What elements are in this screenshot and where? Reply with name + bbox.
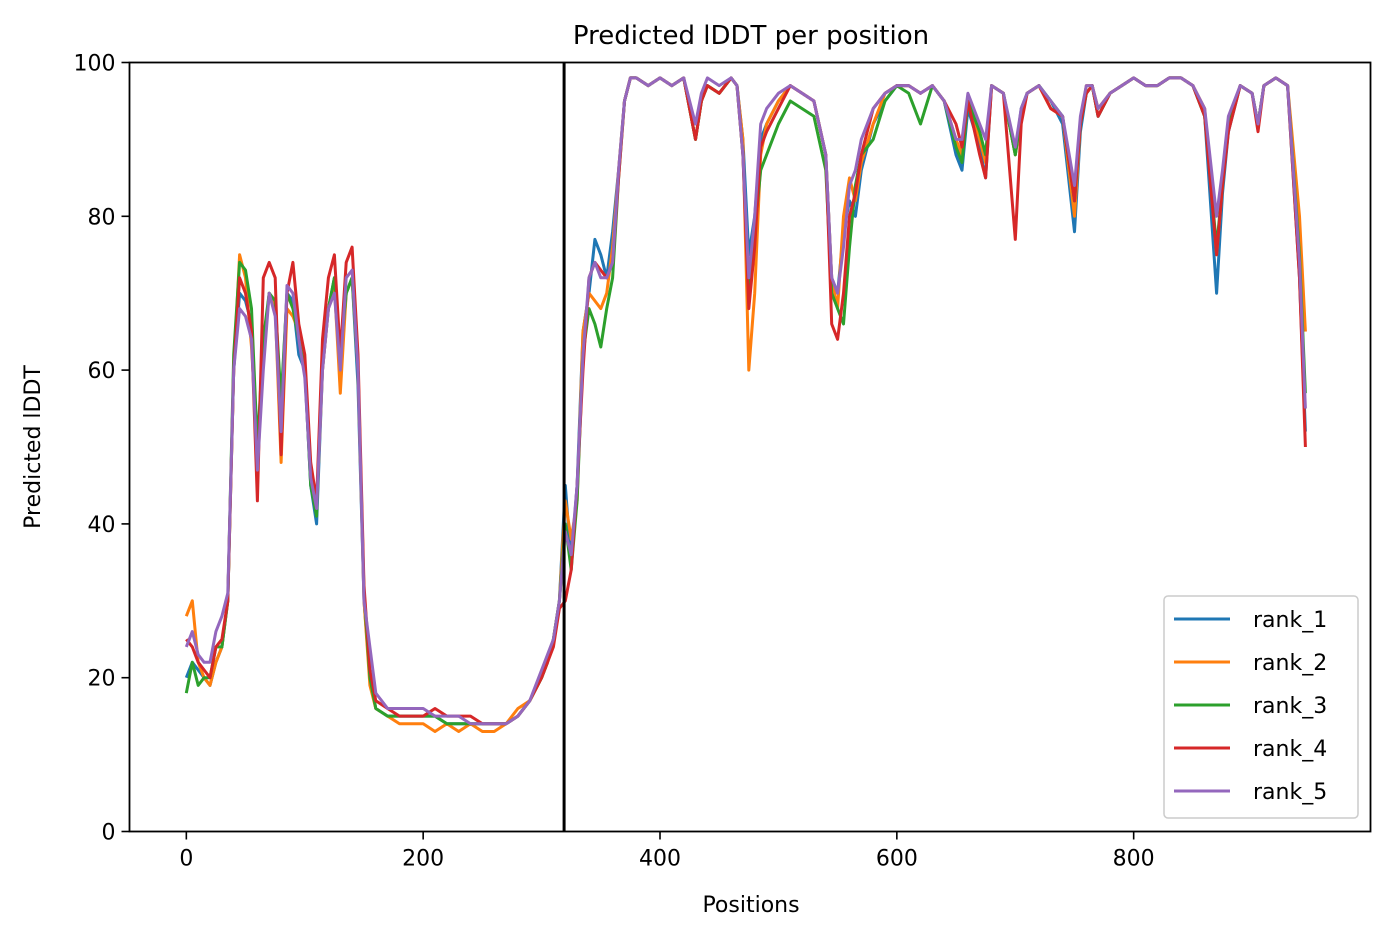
y-axis-label: Predicted lDDT bbox=[21, 365, 46, 529]
y-tick-label: 40 bbox=[88, 513, 116, 538]
legend-label-5: rank_5 bbox=[1253, 780, 1327, 805]
series-line-5 bbox=[184, 76, 1307, 726]
legend: rank_1 rank_2 rank_3 rank_4 rank_5 bbox=[1163, 595, 1359, 819]
x-tick-label: 800 bbox=[1113, 847, 1155, 872]
x-axis-ticks: 0 200 400 600 800 bbox=[179, 831, 1155, 872]
chart-title: Predicted lDDT per position bbox=[573, 21, 929, 51]
y-tick-label: 60 bbox=[88, 359, 116, 384]
y-tick-label: 100 bbox=[74, 52, 116, 77]
legend-label-3: rank_3 bbox=[1253, 694, 1327, 719]
y-tick-label: 80 bbox=[88, 205, 116, 230]
legend-label-4: rank_4 bbox=[1253, 737, 1327, 762]
y-tick-label: 20 bbox=[88, 667, 116, 692]
y-axis-ticks: 0 20 40 60 80 100 bbox=[74, 52, 130, 846]
legend-label-1: rank_1 bbox=[1253, 608, 1327, 633]
y-tick-label: 0 bbox=[102, 821, 116, 846]
legend-label-2: rank_2 bbox=[1253, 651, 1327, 676]
x-tick-label: 200 bbox=[402, 847, 444, 872]
x-tick-label: 400 bbox=[639, 847, 681, 872]
x-tick-label: 600 bbox=[876, 847, 918, 872]
x-tick-label: 0 bbox=[179, 847, 193, 872]
series-line-1 bbox=[184, 76, 1307, 726]
x-axis-label: Positions bbox=[702, 893, 799, 918]
plot-lines bbox=[184, 76, 1307, 733]
legend-box bbox=[1163, 595, 1359, 819]
plot-frame bbox=[128, 61, 1372, 833]
